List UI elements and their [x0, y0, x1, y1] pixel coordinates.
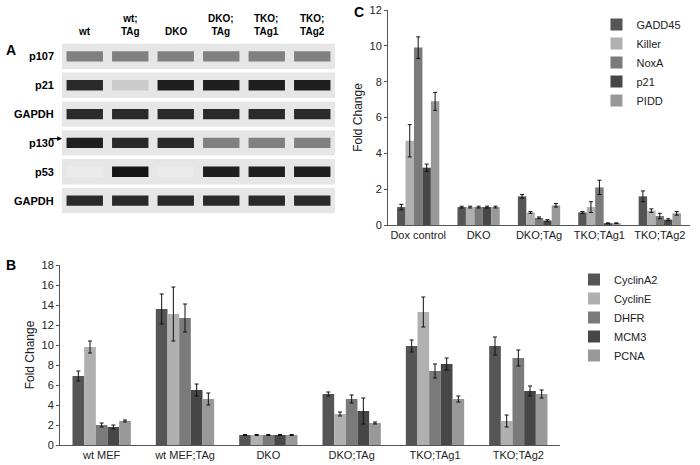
svg-text:6: 6	[48, 379, 54, 391]
svg-text:TKO;TAg1: TKO;TAg1	[574, 229, 625, 241]
svg-text:wt: wt	[78, 26, 91, 37]
svg-text:wt MEF: wt MEF	[82, 449, 121, 461]
svg-text:p21: p21	[637, 76, 655, 88]
svg-text:10: 10	[42, 339, 54, 351]
svg-text:NoxA: NoxA	[637, 57, 665, 69]
svg-text:12: 12	[42, 319, 54, 331]
svg-text:12: 12	[370, 4, 382, 16]
svg-text:DKO: DKO	[467, 229, 491, 241]
svg-text:GAPDH: GAPDH	[14, 195, 54, 207]
svg-text:DKO;TAg: DKO;TAg	[516, 229, 562, 241]
svg-text:2: 2	[376, 183, 382, 195]
svg-text:p107: p107	[29, 50, 54, 62]
svg-text:C: C	[354, 4, 364, 20]
svg-text:14: 14	[42, 299, 54, 311]
svg-text:GAPDH: GAPDH	[14, 108, 54, 120]
svg-text:MCM3: MCM3	[614, 331, 646, 343]
svg-text:8: 8	[48, 359, 54, 371]
svg-text:Killer: Killer	[637, 38, 662, 50]
svg-text:8: 8	[376, 76, 382, 88]
svg-text:18: 18	[42, 259, 54, 271]
svg-text:TKO;TAg2: TKO;TAg2	[493, 449, 544, 461]
svg-text:6: 6	[376, 111, 382, 123]
svg-text:DKO;TAg: DKO;TAg	[329, 449, 375, 461]
svg-text:TKO;TAg2: TKO;TAg2	[300, 13, 325, 37]
svg-text:DKO;TAg: DKO;TAg	[208, 13, 234, 37]
svg-text:CyclinE: CyclinE	[614, 293, 651, 305]
svg-text:4: 4	[376, 147, 382, 159]
svg-text:PCNA: PCNA	[614, 350, 645, 362]
svg-text:CyclinA2: CyclinA2	[614, 274, 657, 286]
svg-text:GADD45: GADD45	[637, 19, 681, 31]
svg-text:p53: p53	[35, 166, 54, 178]
svg-text:wt MEF;TAg: wt MEF;TAg	[154, 449, 215, 461]
svg-text:TKO;TAg2: TKO;TAg2	[634, 229, 685, 241]
svg-text:Fold Change: Fold Change	[351, 83, 365, 152]
svg-text:p21: p21	[35, 79, 54, 91]
svg-text:p130: p130	[29, 137, 54, 149]
svg-text:wt;TAg: wt;TAg	[121, 13, 140, 37]
svg-text:DKO: DKO	[165, 26, 187, 37]
svg-text:0: 0	[48, 439, 54, 451]
svg-text:Dox control: Dox control	[390, 229, 446, 241]
svg-text:4: 4	[48, 399, 54, 411]
svg-text:2: 2	[48, 419, 54, 431]
svg-text:DHFR: DHFR	[614, 312, 645, 324]
svg-text:A: A	[6, 42, 16, 58]
svg-text:TKO;TAg1: TKO;TAg1	[254, 13, 279, 37]
svg-text:Fold Change: Fold Change	[23, 320, 37, 389]
svg-text:TKO;TAg1: TKO;TAg1	[409, 449, 460, 461]
svg-text:DKO: DKO	[256, 449, 280, 461]
svg-text:B: B	[6, 257, 16, 273]
svg-text:16: 16	[42, 279, 54, 291]
svg-text:PIDD: PIDD	[637, 95, 663, 107]
svg-text:0: 0	[376, 219, 382, 231]
svg-text:10: 10	[370, 40, 382, 52]
